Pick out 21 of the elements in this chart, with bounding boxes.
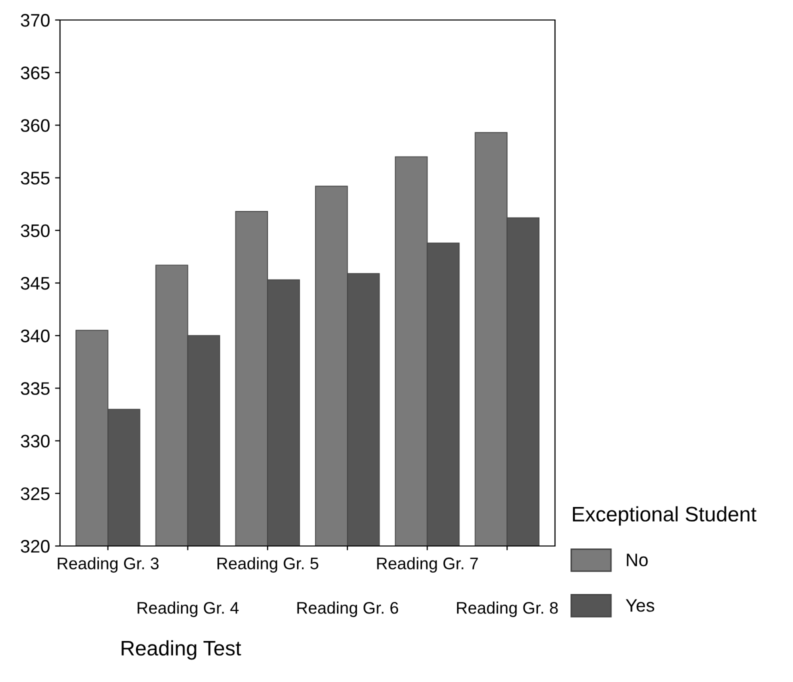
y-tick-label: 335 xyxy=(20,382,50,395)
y-tick-label: 325 xyxy=(20,487,50,500)
legend-title: Exceptional Student xyxy=(572,506,756,526)
x-tick-label: Reading Gr. 5 xyxy=(218,557,318,573)
legend-label: No xyxy=(626,554,648,566)
y-tick-label: 370 xyxy=(20,14,50,27)
y-tick-label: 345 xyxy=(20,276,50,290)
y-tick-label: 350 xyxy=(20,224,50,238)
x-tick-label: Reading Gr. 6 xyxy=(297,602,398,618)
y-tick-label: 360 xyxy=(20,119,50,132)
y-tick-label: 330 xyxy=(20,434,50,448)
y-tick-label: 320 xyxy=(20,540,50,553)
legend-label: Yes xyxy=(626,599,654,612)
y-tick-label: 365 xyxy=(20,66,50,80)
x-tick-label: Reading Gr. 4 xyxy=(138,602,239,618)
y-tick-label: 340 xyxy=(20,330,50,342)
y-tick-label: 355 xyxy=(20,172,50,185)
x-tick-label: Reading Gr. 3 xyxy=(58,557,159,573)
x-axis-title: Reading Test xyxy=(122,640,242,660)
x-tick-label: Reading Gr. 7 xyxy=(377,557,478,573)
x-tick-label: Reading Gr. 8 xyxy=(457,602,558,618)
